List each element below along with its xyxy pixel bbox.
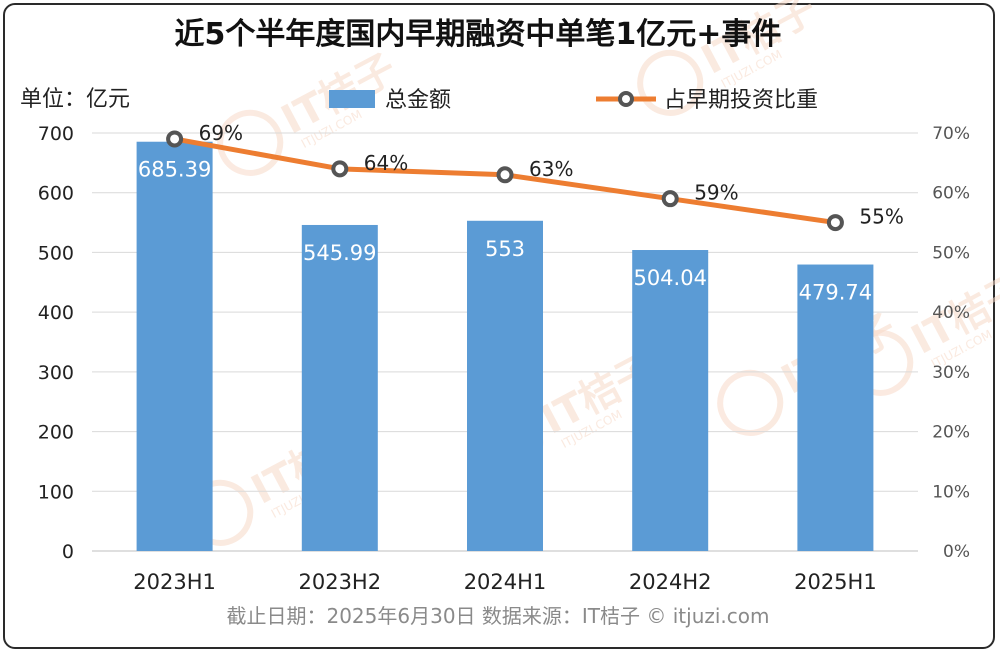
x-tick-label: 2025H1: [794, 570, 877, 594]
line-value-label: 69%: [199, 121, 243, 145]
bar: [467, 220, 543, 551]
y-right-tick-label: 60%: [932, 184, 970, 204]
watermark-orange-icon: [217, 109, 284, 176]
bar-value-label: 504.04: [633, 266, 706, 290]
line-value-label: 64%: [364, 151, 408, 175]
line-point: [496, 166, 514, 184]
bar-value-label: 479.74: [799, 281, 872, 305]
unit-label: 单位：亿元: [20, 87, 130, 112]
chart-title: 近5个半年度国内早期融资中单笔1亿元+事件: [175, 17, 782, 52]
bar-data-labels: 685.39 545.99 553 504.04 479.74: [138, 158, 872, 305]
y-left-tick-label: 100: [38, 481, 74, 503]
x-tick-label: 2023H1: [133, 570, 216, 594]
y-axis-right: 0% 10% 20% 30% 40% 50% 60% 70%: [932, 124, 970, 562]
bar-series: [136, 141, 874, 552]
y-right-tick-label: 40%: [932, 303, 970, 323]
line-point: [331, 160, 349, 178]
line-point: [826, 214, 844, 232]
line-value-label: 59%: [694, 181, 738, 205]
y-left-tick-label: 0: [62, 541, 74, 563]
y-right-tick-label: 50%: [932, 243, 970, 263]
line-value-label: 55%: [859, 205, 903, 229]
x-tick-label: 2024H1: [464, 570, 547, 594]
y-right-tick-label: 30%: [932, 363, 970, 383]
x-tick-label: 2024H2: [629, 570, 712, 594]
y-right-tick-label: 0%: [943, 542, 970, 562]
line-point: [166, 130, 184, 148]
bar: [632, 250, 709, 551]
y-right-tick-label: 10%: [932, 482, 970, 502]
x-axis: 2023H1 2023H2 2024H1 2024H2 2025H1: [133, 570, 876, 594]
bar: [797, 264, 874, 551]
y-right-tick-label: 70%: [932, 124, 970, 144]
x-tick-label: 2023H2: [298, 570, 381, 594]
footer-source: 截止日期：2025年6月30日 数据来源：IT桔子 © itjuzi.com: [226, 604, 769, 628]
legend: 总金额 占早期投资比重: [329, 88, 818, 113]
legend-marker-line: [618, 91, 634, 107]
y-axis-left: 0 100 200 300 400 500 600 700: [38, 123, 74, 563]
legend-label-line: 占早期投资比重: [664, 88, 818, 113]
bar: [301, 224, 378, 551]
line-point: [661, 190, 679, 208]
bar-value-label: 545.99: [303, 241, 376, 265]
y-left-tick-label: 700: [38, 123, 74, 145]
y-left-tick-label: 500: [38, 242, 74, 264]
y-left-tick-label: 600: [38, 183, 74, 205]
legend-label-bar: 总金额: [385, 88, 451, 113]
y-left-tick-label: 400: [38, 302, 74, 324]
legend-swatch-bar: [329, 90, 375, 108]
bar-value-label: 553: [485, 237, 525, 261]
bar-value-label: 685.39: [138, 158, 211, 182]
y-right-tick-label: 20%: [932, 423, 970, 443]
line-value-label: 63%: [529, 157, 573, 181]
bar: [136, 141, 213, 552]
watermark-orange-icon: [717, 369, 784, 436]
y-left-tick-label: 300: [38, 362, 74, 384]
line-data-labels: 69% 64% 63% 59% 55%: [199, 121, 904, 229]
y-left-tick-label: 200: [38, 422, 74, 444]
line-series: [166, 130, 844, 232]
